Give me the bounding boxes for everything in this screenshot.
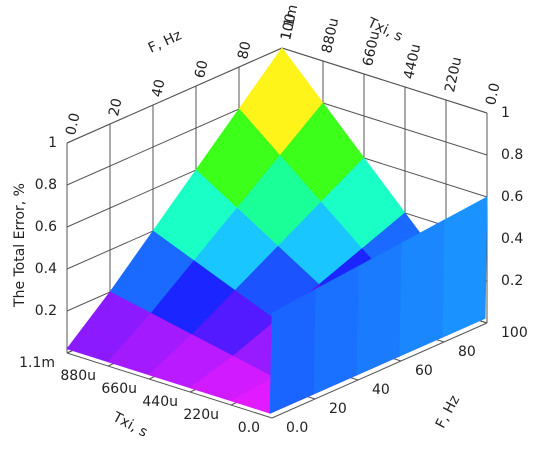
x-tick-label: 1.1m: [19, 355, 55, 371]
x-tick-label: 0.0: [238, 420, 260, 436]
z-tick-label: 0.2: [35, 303, 57, 319]
y-tick-label: 60: [415, 363, 433, 379]
z-tick-label-right: 0.4: [501, 231, 523, 247]
z-tick-label-right: 1: [501, 105, 510, 121]
y-tick-label: 80: [458, 344, 476, 360]
z-tick-label: 0.4: [35, 261, 57, 277]
grid-line: [66, 352, 273, 419]
y-tick-label-top: 20: [106, 97, 125, 118]
x-axis-title: Txi, s: [109, 409, 150, 441]
y-tick-label: 40: [372, 382, 390, 398]
y-tick-label-top: 0.0: [63, 112, 83, 137]
x-tick-label: 220u: [183, 407, 219, 423]
y-tick-label-top: 80: [235, 40, 254, 61]
y-axis-title-top: F, Hz: [146, 27, 184, 56]
surface-cell: [398, 219, 445, 357]
grid-line: [281, 47, 488, 114]
z-tick-label-right: 0.6: [501, 189, 523, 205]
z-tick-label-right: 0.8: [501, 147, 523, 163]
z-tick-label: 0.6: [35, 219, 57, 235]
x-tick-label-top: 880u: [319, 17, 342, 55]
x-tick-label: 660u: [101, 381, 137, 397]
x-tick-label-top: 0.0: [483, 82, 503, 107]
x-tick-label-top: 440u: [401, 43, 424, 81]
x-tick-label-top: 1.1m: [278, 3, 301, 41]
grid-line: [66, 47, 283, 144]
y-tick-label-top: 100: [278, 12, 299, 41]
x-tick-label: 440u: [142, 394, 178, 410]
y-tick-label: 100: [501, 325, 528, 341]
y-tick-label-top: 40: [149, 78, 168, 99]
y-tick-label: 0.0: [286, 420, 308, 436]
y-axis-title: F, Hz: [433, 393, 463, 431]
z-tick-label-right: 0.2: [501, 273, 523, 289]
y-tick-label: 20: [329, 401, 347, 417]
z-tick-label: 0.8: [35, 177, 57, 193]
z-axis-title: The Total Error, %: [12, 183, 28, 308]
z-tick-label: 1: [48, 135, 57, 151]
surface-cell: [441, 196, 488, 338]
grid-line: [271, 322, 488, 419]
y-tick-label-top: 60: [192, 59, 211, 80]
x-tick-label-top: 660u: [360, 30, 383, 68]
x-tick-label: 880u: [60, 368, 96, 384]
surface-cell: [269, 289, 316, 414]
x-tick-label-top: 220u: [442, 56, 465, 94]
